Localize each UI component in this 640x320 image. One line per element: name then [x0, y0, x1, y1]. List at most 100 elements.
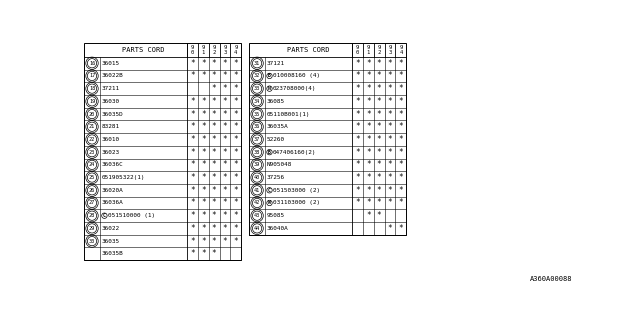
Text: *: *: [388, 173, 392, 182]
Text: *: *: [212, 224, 216, 233]
Text: 36030: 36030: [102, 99, 120, 104]
Text: *: *: [355, 135, 360, 144]
Text: *: *: [223, 109, 227, 118]
Text: *: *: [355, 186, 360, 195]
Text: 27: 27: [89, 201, 95, 205]
Text: 9
2: 9 2: [378, 45, 381, 55]
Bar: [84, 43, 241, 260]
Text: *: *: [388, 135, 392, 144]
Text: 17: 17: [89, 73, 95, 78]
Text: *: *: [399, 135, 403, 144]
Text: *: *: [201, 148, 205, 157]
Text: *: *: [223, 186, 227, 195]
Text: 031103000 (2): 031103000 (2): [273, 201, 320, 205]
Text: *: *: [234, 109, 238, 118]
Text: *: *: [223, 71, 227, 80]
Text: *: *: [212, 97, 216, 106]
Text: 16: 16: [89, 61, 95, 66]
Text: *: *: [190, 186, 195, 195]
Text: 36040A: 36040A: [267, 226, 289, 231]
Text: 37121: 37121: [267, 61, 285, 66]
Text: 023708000(4): 023708000(4): [273, 86, 316, 91]
Text: 24: 24: [89, 162, 95, 167]
Text: *: *: [223, 211, 227, 220]
Text: 25: 25: [89, 175, 95, 180]
Text: 36085: 36085: [267, 99, 285, 104]
Text: *: *: [377, 71, 381, 80]
Text: *: *: [234, 198, 238, 207]
Text: *: *: [388, 198, 392, 207]
Text: *: *: [377, 135, 381, 144]
Bar: [249, 43, 406, 235]
Text: B: B: [268, 73, 271, 78]
Text: *: *: [366, 198, 371, 207]
Text: 05110B001(1): 05110B001(1): [267, 112, 310, 116]
Text: *: *: [212, 59, 216, 68]
Text: *: *: [223, 160, 227, 169]
Text: 35: 35: [254, 112, 260, 116]
Text: *: *: [212, 249, 216, 258]
Text: 36015: 36015: [102, 61, 120, 66]
Text: *: *: [223, 135, 227, 144]
Text: 9
0: 9 0: [356, 45, 359, 55]
Text: *: *: [355, 198, 360, 207]
Text: *: *: [212, 211, 216, 220]
Text: *: *: [399, 198, 403, 207]
Text: *: *: [399, 160, 403, 169]
Text: 18: 18: [89, 86, 95, 91]
Text: 9
3: 9 3: [388, 45, 392, 55]
Text: 41: 41: [254, 188, 260, 193]
Text: *: *: [377, 84, 381, 93]
Text: *: *: [234, 122, 238, 131]
Text: *: *: [190, 97, 195, 106]
Text: 28: 28: [89, 213, 95, 218]
Text: *: *: [388, 109, 392, 118]
Text: *: *: [388, 97, 392, 106]
Text: *: *: [366, 109, 371, 118]
Text: 37: 37: [254, 137, 260, 142]
Text: *: *: [201, 236, 205, 246]
Text: *: *: [399, 59, 403, 68]
Text: C: C: [268, 188, 271, 193]
Text: *: *: [201, 211, 205, 220]
Text: *: *: [377, 186, 381, 195]
Text: *: *: [212, 148, 216, 157]
Text: *: *: [355, 84, 360, 93]
Text: *: *: [377, 173, 381, 182]
Text: *: *: [190, 198, 195, 207]
Text: *: *: [201, 173, 205, 182]
Text: *: *: [366, 186, 371, 195]
Text: *: *: [388, 59, 392, 68]
Text: 44: 44: [254, 226, 260, 231]
Text: B: B: [268, 150, 271, 155]
Text: *: *: [201, 249, 205, 258]
Text: 42: 42: [254, 201, 260, 205]
Text: W: W: [268, 201, 271, 205]
Text: 39: 39: [254, 162, 260, 167]
Text: A360A00088: A360A00088: [530, 276, 572, 282]
Text: 9
2: 9 2: [212, 45, 216, 55]
Text: *: *: [388, 148, 392, 157]
Text: *: *: [201, 97, 205, 106]
Text: 047406160(2): 047406160(2): [273, 150, 316, 155]
Text: 34: 34: [254, 99, 260, 104]
Text: *: *: [366, 148, 371, 157]
Text: *: *: [377, 59, 381, 68]
Text: *: *: [190, 71, 195, 80]
Text: *: *: [201, 186, 205, 195]
Text: 30: 30: [89, 239, 95, 244]
Text: *: *: [366, 84, 371, 93]
Text: *: *: [366, 211, 371, 220]
Text: *: *: [366, 135, 371, 144]
Text: *: *: [366, 122, 371, 131]
Text: 26: 26: [89, 188, 95, 193]
Text: *: *: [377, 198, 381, 207]
Text: *: *: [201, 160, 205, 169]
Text: *: *: [190, 109, 195, 118]
Text: *: *: [212, 173, 216, 182]
Text: *: *: [355, 109, 360, 118]
Text: *: *: [399, 109, 403, 118]
Text: *: *: [377, 148, 381, 157]
Text: 21: 21: [89, 124, 95, 129]
Text: *: *: [234, 173, 238, 182]
